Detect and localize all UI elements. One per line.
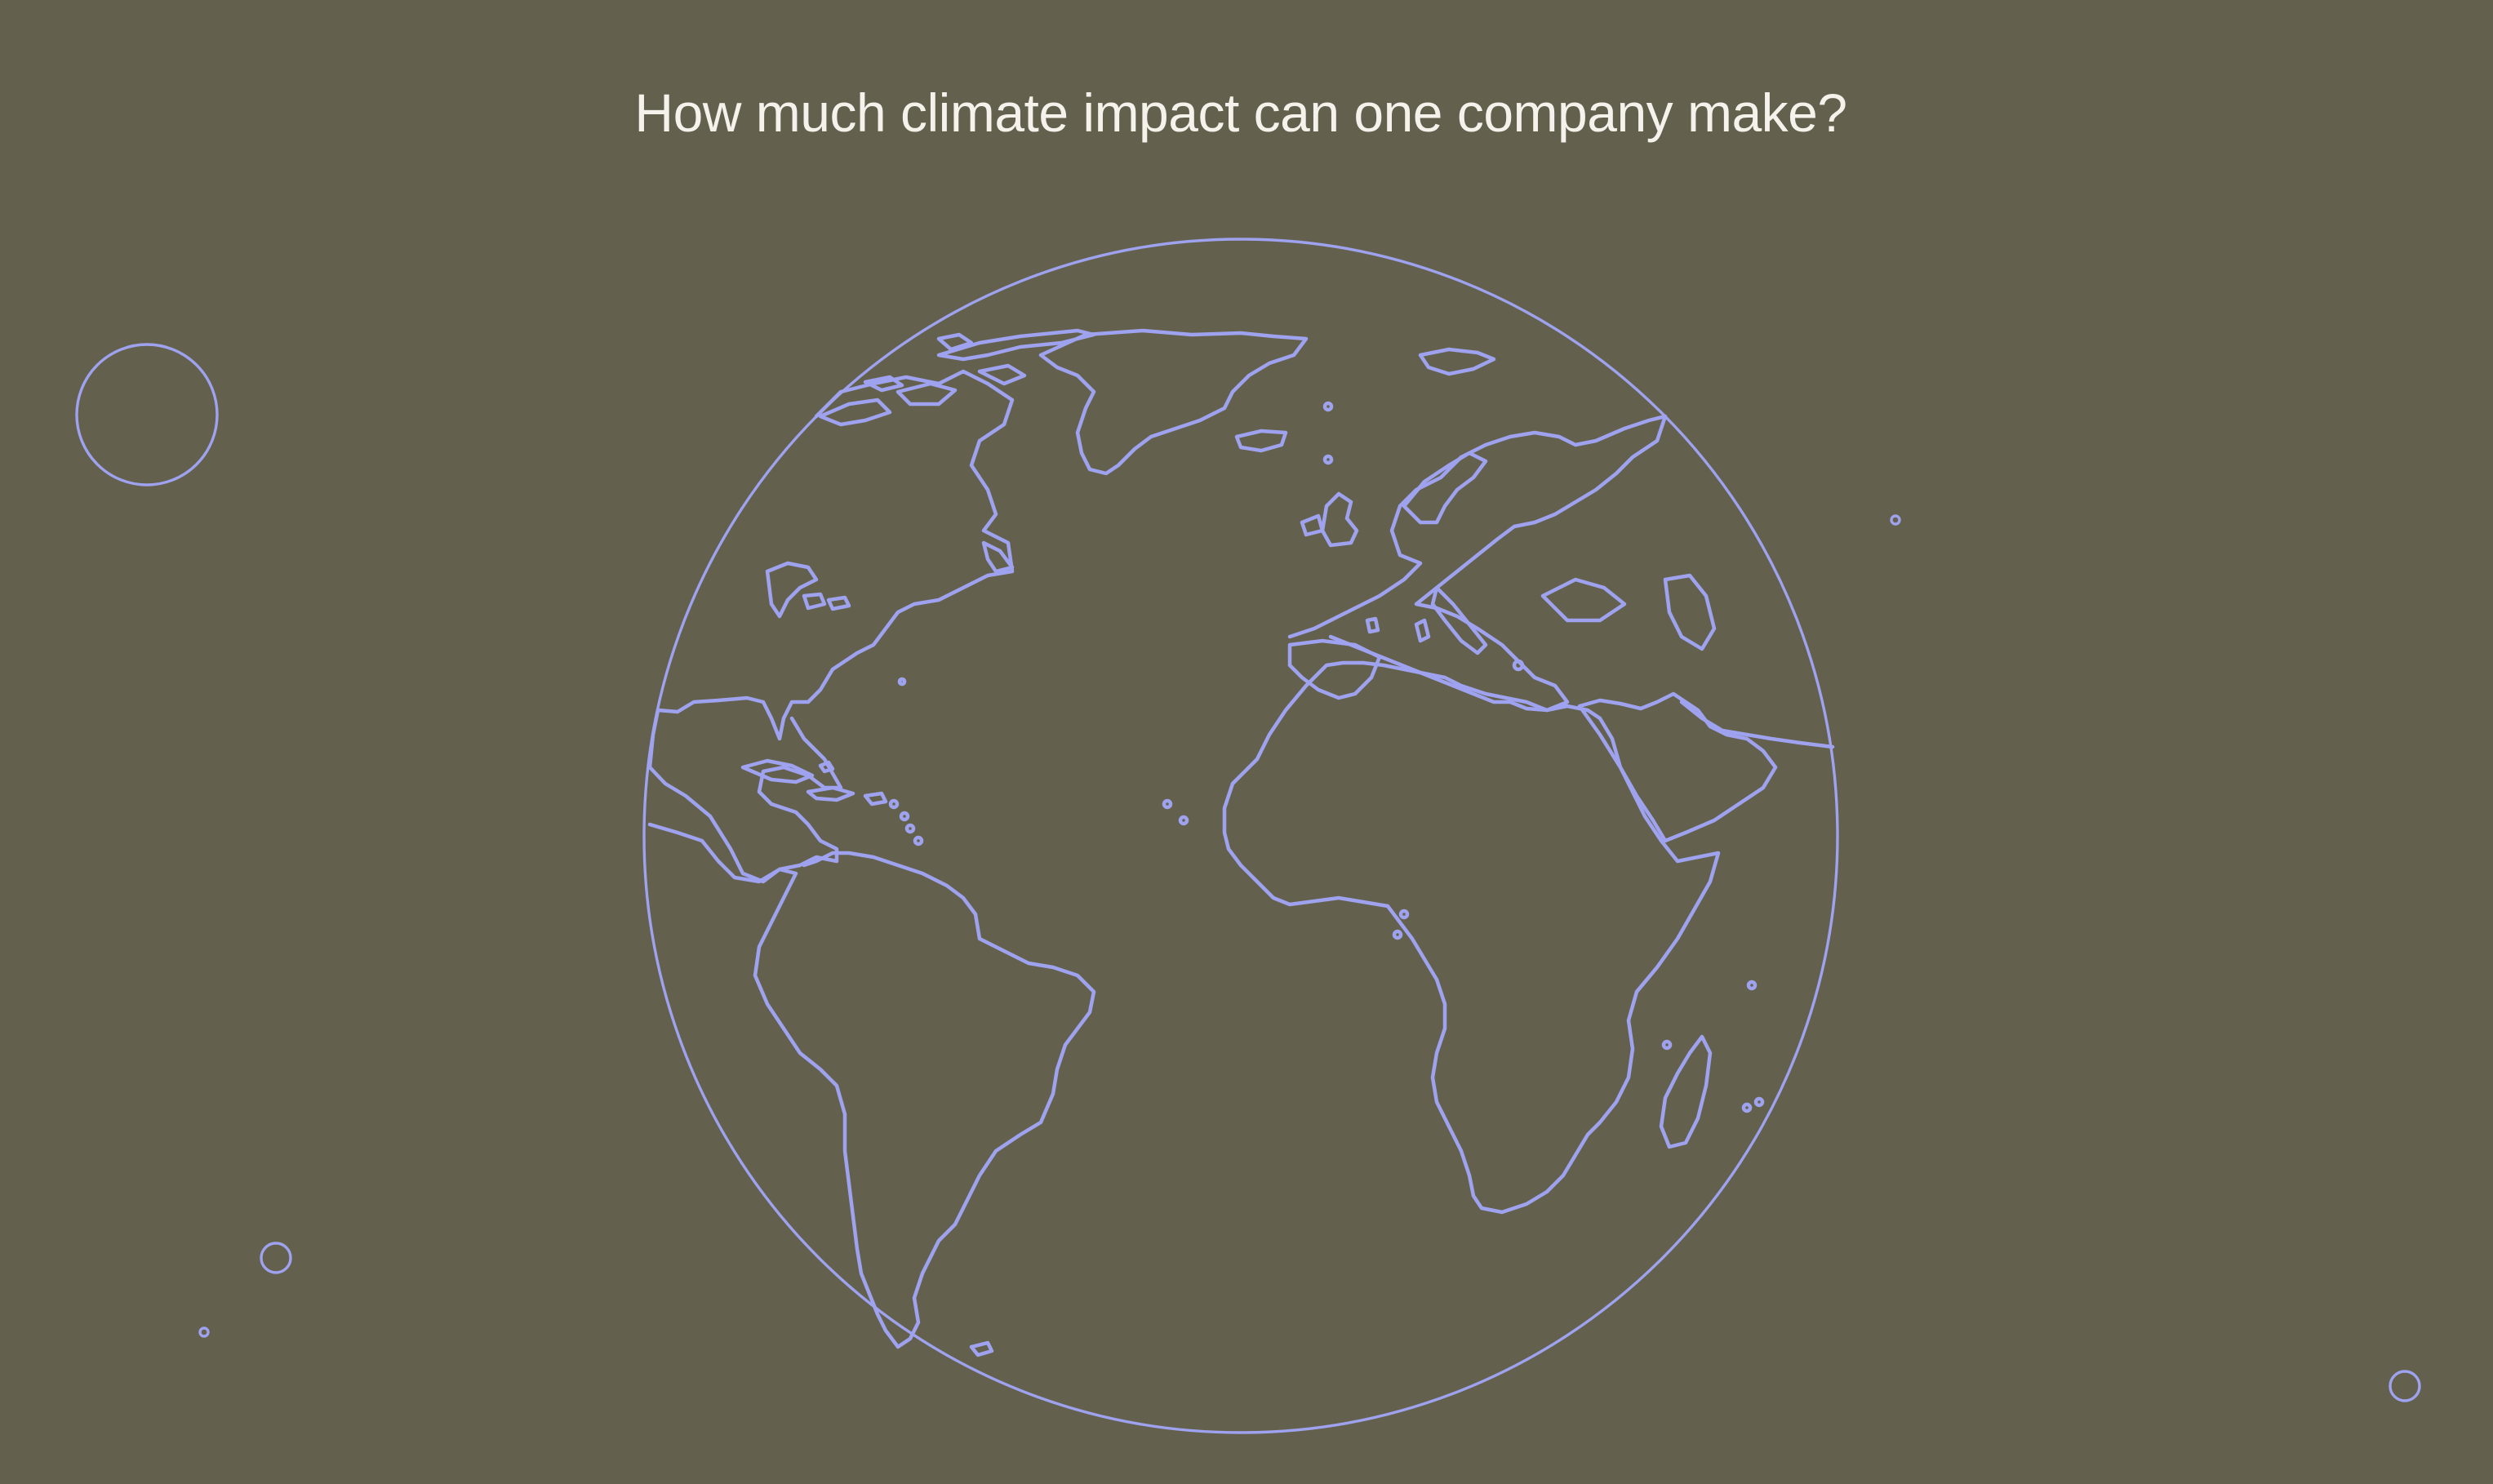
- page-headline: How much climate impact can one company …: [634, 82, 1847, 143]
- island-mauritius: [1741, 1102, 1753, 1113]
- island-comoros: [1661, 1039, 1673, 1051]
- iberia: [1287, 638, 1382, 700]
- madagascar: [1659, 1034, 1713, 1149]
- island-canary-1: [1162, 798, 1173, 810]
- globe-outline-icon: [642, 238, 1839, 1434]
- continent-europe: [1287, 414, 1668, 713]
- planet-dot-icon: [1890, 514, 1901, 526]
- tierra-del-fuego: [969, 1340, 994, 1357]
- island-lesser-antilles-3: [904, 823, 916, 834]
- caspian-sea: [1663, 573, 1717, 651]
- island-sao-tome: [1392, 929, 1403, 940]
- continent-africa: [1222, 660, 1721, 1215]
- planet-tiny-icon: [198, 1326, 210, 1338]
- continent-north-america: [647, 369, 1015, 884]
- persian-gulf-coast: [1679, 700, 1835, 749]
- caribbean-islands: [740, 758, 888, 806]
- island-seychelles: [1746, 980, 1758, 991]
- continent-south-america: [647, 822, 1096, 1349]
- arctic-islands: [818, 328, 1096, 427]
- svalbard: [1418, 347, 1496, 376]
- planet-large-icon: [75, 343, 219, 487]
- black-sea: [1540, 577, 1627, 623]
- island-bermuda: [897, 677, 907, 686]
- scandinavia: [1402, 451, 1488, 525]
- island-reunion: [1753, 1096, 1765, 1108]
- mediterranean-islands: [1365, 616, 1431, 643]
- island-cyprus: [1512, 659, 1525, 672]
- planet-right-icon: [2389, 1370, 2421, 1402]
- italy: [1430, 585, 1488, 655]
- island-canary-2: [1178, 815, 1189, 826]
- island-bioko: [1398, 909, 1410, 920]
- island-lesser-antilles-2: [899, 811, 910, 822]
- british-isles: [1300, 491, 1359, 548]
- globe-rim: [642, 238, 1839, 1434]
- arabian-peninsula: [1577, 691, 1778, 843]
- island-lesser-antilles-1: [888, 798, 900, 810]
- island-faroe: [1322, 401, 1334, 412]
- greenland: [1038, 328, 1309, 476]
- iceland: [1234, 429, 1288, 453]
- planet-small-icon: [260, 1242, 292, 1274]
- newfoundland: [981, 540, 1015, 574]
- island-jan-mayen: [1322, 454, 1334, 465]
- great-lakes: [765, 561, 851, 619]
- island-lesser-antilles-4: [913, 835, 924, 846]
